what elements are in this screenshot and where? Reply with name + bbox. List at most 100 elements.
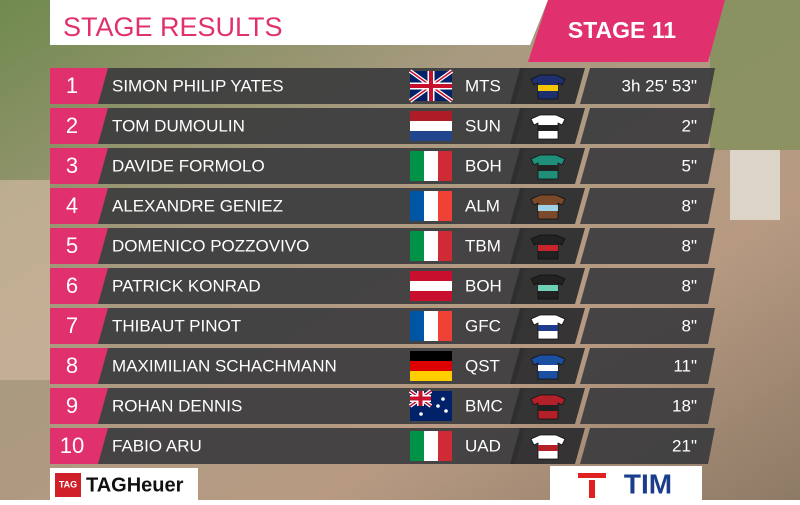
jersey-band bbox=[538, 365, 558, 371]
results-table: 1 SIMON PHILIP YATES MTS 3h 25' 53" 2 TOM DUM… bbox=[50, 68, 715, 464]
rank-box bbox=[50, 228, 108, 264]
sponsor-logo-bar bbox=[589, 480, 595, 498]
rider-name: SIMON PHILIP YATES bbox=[112, 76, 284, 95]
time: 8" bbox=[682, 316, 698, 335]
time-box bbox=[580, 68, 715, 104]
flag-cross bbox=[410, 84, 452, 88]
rank-box bbox=[50, 308, 108, 344]
jersey-band bbox=[538, 205, 558, 211]
time: 2" bbox=[682, 116, 698, 135]
jersey-band bbox=[538, 245, 558, 251]
time-box bbox=[580, 348, 715, 384]
sponsor-left: TAGHeuer bbox=[86, 474, 184, 496]
sponsor-right-box bbox=[550, 466, 702, 500]
flag-stripe bbox=[424, 311, 438, 341]
header-title: STAGE RESULTS bbox=[63, 12, 283, 42]
rank: 7 bbox=[66, 313, 78, 338]
flag-stripe bbox=[410, 431, 424, 461]
team-code: BOH bbox=[465, 156, 502, 175]
flag-stripe bbox=[410, 191, 424, 221]
jersey-band bbox=[538, 445, 558, 451]
flag-stripe bbox=[410, 231, 424, 261]
time: 5" bbox=[682, 156, 698, 175]
rank: 8 bbox=[66, 353, 78, 378]
flag-stripe bbox=[410, 281, 452, 291]
time: 8" bbox=[682, 276, 698, 295]
rank-box bbox=[50, 108, 108, 144]
rank: 9 bbox=[66, 393, 78, 418]
time-box bbox=[580, 228, 715, 264]
flag-stripe bbox=[438, 151, 452, 181]
time: 11" bbox=[673, 356, 697, 375]
team-code: MTS bbox=[465, 76, 501, 95]
sponsor-badge-text: TAG bbox=[59, 479, 77, 489]
stage-badge bbox=[528, 0, 725, 62]
time: 18" bbox=[672, 396, 697, 415]
rider-name: TOM DUMOULIN bbox=[112, 116, 245, 135]
jersey-band bbox=[538, 165, 558, 171]
time-box bbox=[580, 188, 715, 224]
team-code: UAD bbox=[465, 436, 501, 455]
background-building bbox=[730, 150, 780, 220]
jersey-band bbox=[538, 85, 558, 91]
time-box bbox=[580, 428, 715, 464]
flag-stripe bbox=[410, 151, 424, 181]
flag-stripe bbox=[424, 431, 438, 461]
time: 21" bbox=[672, 436, 697, 455]
rank-box bbox=[50, 188, 108, 224]
jersey-band bbox=[538, 125, 558, 131]
rider-name: DAVIDE FORMOLO bbox=[112, 156, 265, 175]
flag-stripe bbox=[410, 131, 452, 141]
rider-name: THIBAUT PINOT bbox=[112, 316, 241, 335]
background-hills bbox=[710, 0, 800, 150]
flag-cross bbox=[410, 396, 431, 401]
rider-name: ALEXANDRE GENIEZ bbox=[112, 196, 283, 215]
flag-stripe bbox=[410, 371, 452, 381]
time-box bbox=[580, 148, 715, 184]
flag-stripe bbox=[410, 351, 452, 361]
rank-box bbox=[50, 68, 108, 104]
flag-stripe bbox=[410, 291, 452, 301]
team-code: BOH bbox=[465, 276, 502, 295]
team-code: QST bbox=[465, 356, 500, 375]
rank: 4 bbox=[66, 193, 78, 218]
flag-star bbox=[444, 409, 448, 413]
flag-stripe bbox=[438, 431, 452, 461]
flag-star bbox=[436, 404, 440, 408]
sponsor-logo-bar bbox=[578, 473, 606, 478]
flag-stripe bbox=[438, 311, 452, 341]
time: 8" bbox=[682, 196, 698, 215]
flag-star bbox=[441, 397, 445, 401]
rank: 10 bbox=[60, 433, 84, 458]
rank: 6 bbox=[66, 273, 78, 298]
time-box bbox=[580, 268, 715, 304]
time: 8" bbox=[682, 236, 698, 255]
time: 3h 25' 53" bbox=[622, 76, 697, 95]
flag-stripe bbox=[410, 311, 424, 341]
rider-name: ROHAN DENNIS bbox=[112, 396, 242, 415]
stage-label: STAGE 11 bbox=[568, 17, 676, 43]
sponsor-right: TIM bbox=[624, 468, 672, 499]
time-box bbox=[580, 108, 715, 144]
team-code: BMC bbox=[465, 396, 503, 415]
rank: 2 bbox=[66, 113, 78, 138]
rank: 3 bbox=[66, 153, 78, 178]
jersey-band bbox=[538, 285, 558, 291]
background-building bbox=[0, 180, 50, 380]
flag-stripe bbox=[424, 191, 438, 221]
rank-box bbox=[50, 428, 108, 464]
flag-stripe bbox=[424, 151, 438, 181]
rider-name: FABIO ARU bbox=[112, 436, 202, 455]
jersey-band bbox=[538, 325, 558, 331]
header-bar bbox=[50, 0, 548, 45]
flag-stripe bbox=[410, 121, 452, 131]
team-code: TBM bbox=[465, 236, 501, 255]
rank: 1 bbox=[66, 73, 78, 98]
sponsor-badge bbox=[55, 473, 81, 497]
rank-box bbox=[50, 268, 108, 304]
flag-stripe bbox=[410, 361, 452, 371]
team-code: ALM bbox=[465, 196, 500, 215]
rank-box bbox=[50, 348, 108, 384]
time-box bbox=[580, 388, 715, 424]
